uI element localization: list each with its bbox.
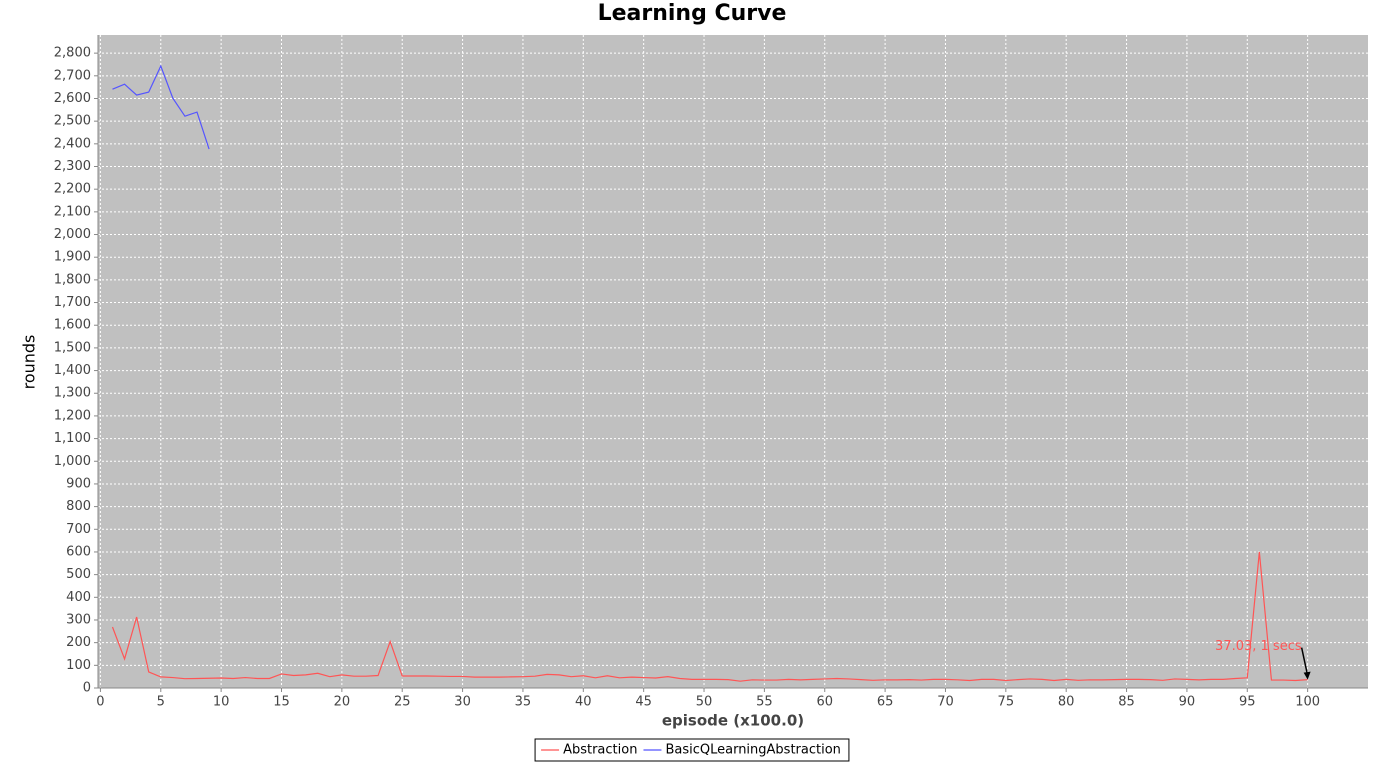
y-tick-label: 2,100 [54,204,91,219]
x-tick-label: 0 [96,695,104,710]
x-tick-label: 20 [334,695,351,710]
y-tick-label: 1,700 [54,295,91,310]
y-tick-label: 1,100 [54,431,91,446]
series-line [111,551,1308,682]
y-tick-label: 0 [83,681,91,696]
y-tick-label: 900 [66,476,91,491]
x-tick-label: 25 [394,695,411,710]
y-tick-label: 700 [66,522,91,537]
y-tick-label: 600 [66,544,91,559]
x-tick-label: 95 [1239,695,1256,710]
x-tick-label: 35 [515,695,532,710]
x-tick-label: 60 [816,695,833,710]
legend: Abstraction BasicQLearningAbstraction [534,738,850,762]
y-tick-label: 300 [66,612,91,627]
y-tick-label: 2,200 [54,182,91,197]
y-tick-label: 2,300 [54,159,91,174]
x-tick-label: 5 [157,695,165,710]
x-tick-label: 100 [1295,695,1320,710]
y-tick-label: 800 [66,499,91,514]
y-tick-label: 2,600 [54,91,91,106]
legend-label: Abstraction [563,743,637,758]
y-tick-label: 1,600 [54,318,91,333]
x-tick-label: 30 [454,695,471,710]
series-line [112,64,210,150]
x-tick-label: 10 [213,695,230,710]
y-tick-label: 1,200 [54,408,91,423]
x-tick-label: 45 [635,695,652,710]
x-tick-label: 55 [756,695,773,710]
y-tick-label: 1,500 [54,340,91,355]
annotation-arrowhead [1303,671,1311,680]
x-tick-label: 70 [937,695,954,710]
y-tick-label: 100 [66,658,91,673]
y-tick-label: 2,000 [54,227,91,242]
y-tick-label: 400 [66,590,91,605]
y-tick-label: 1,300 [54,386,91,401]
y-axis-label: rounds [20,335,39,390]
chart-title: Learning Curve [598,1,787,26]
y-tick-label: 1,800 [54,272,91,287]
y-tick-label: 1,900 [54,250,91,265]
x-tick-label: 50 [696,695,713,710]
x-tick-label: 15 [273,695,290,710]
y-tick-label: 500 [66,567,91,582]
x-tick-label: 65 [877,695,894,710]
y-tick-label: 2,500 [54,114,91,129]
y-tick-label: 1,000 [54,454,91,469]
x-tick-label: 75 [998,695,1015,710]
y-tick-label: 1,400 [54,363,91,378]
y-tick-label: 2,400 [54,136,91,151]
annotation-arrow [1300,647,1309,676]
x-tick-label: 85 [1118,695,1135,710]
legend-label: BasicQLearningAbstraction [665,743,840,758]
y-tick-label: 2,700 [54,68,91,83]
legend-box [534,738,850,762]
y-tick-label: 200 [66,635,91,650]
plot-area [98,35,1368,688]
annotation-text: 37.03, 1 secs [1215,639,1302,654]
y-tick-label: 2,800 [54,46,91,61]
x-tick-label: 90 [1179,695,1196,710]
x-tick-label: 80 [1058,695,1075,710]
x-axis-label: episode (x100.0) [662,712,804,730]
x-tick-label: 40 [575,695,592,710]
